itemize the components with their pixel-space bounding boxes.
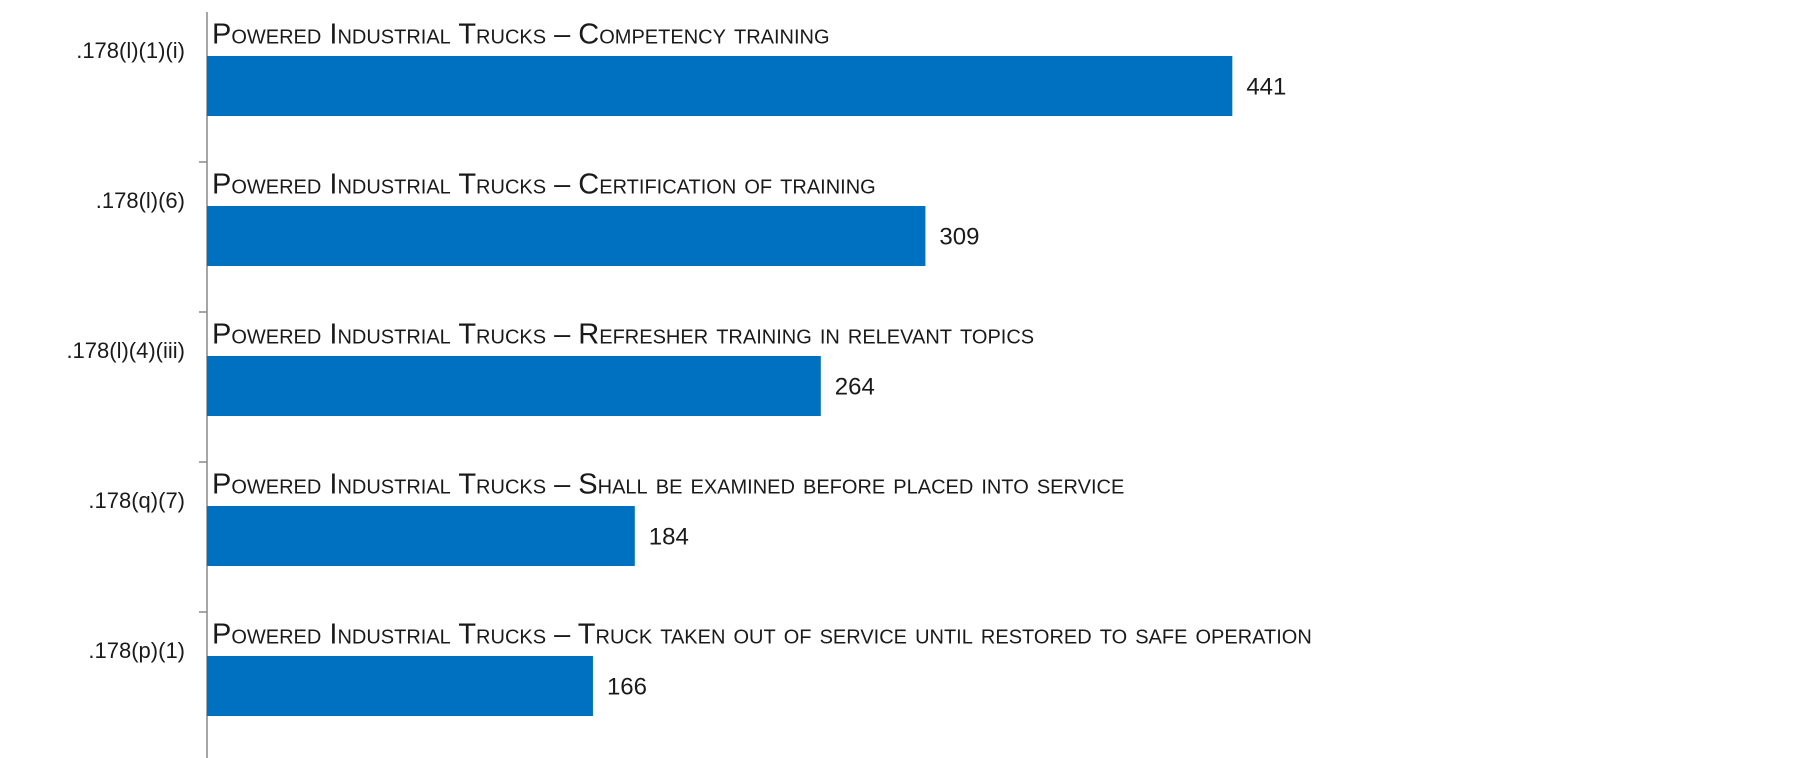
category-label: .178(l)(6) [96,188,185,213]
value-label: 264 [835,373,875,400]
bar-description: Powered Industrial Trucks – Truck taken … [212,619,1312,651]
value-label: 184 [649,523,689,550]
bar [207,506,635,566]
bar [207,56,1233,116]
bar [207,356,821,416]
bar-description: Powered Industrial Trucks – Certificatio… [212,169,876,201]
category-label: .178(l)(1)(i) [76,38,185,63]
bar-description: Powered Industrial Trucks – Shall be exa… [212,469,1124,501]
bar-description: Powered Industrial Trucks – Competency t… [212,19,830,51]
bar [207,656,593,716]
category-label: .178(p)(1) [88,638,185,663]
value-label: 166 [607,673,647,700]
category-label: .178(l)(4)(iii) [66,338,185,363]
category-label: .178(q)(7) [88,488,185,513]
value-label: 441 [1246,73,1286,100]
bar-description: Powered Industrial Trucks – Refresher tr… [212,319,1034,351]
value-label: 309 [939,223,979,250]
bar [207,206,926,266]
